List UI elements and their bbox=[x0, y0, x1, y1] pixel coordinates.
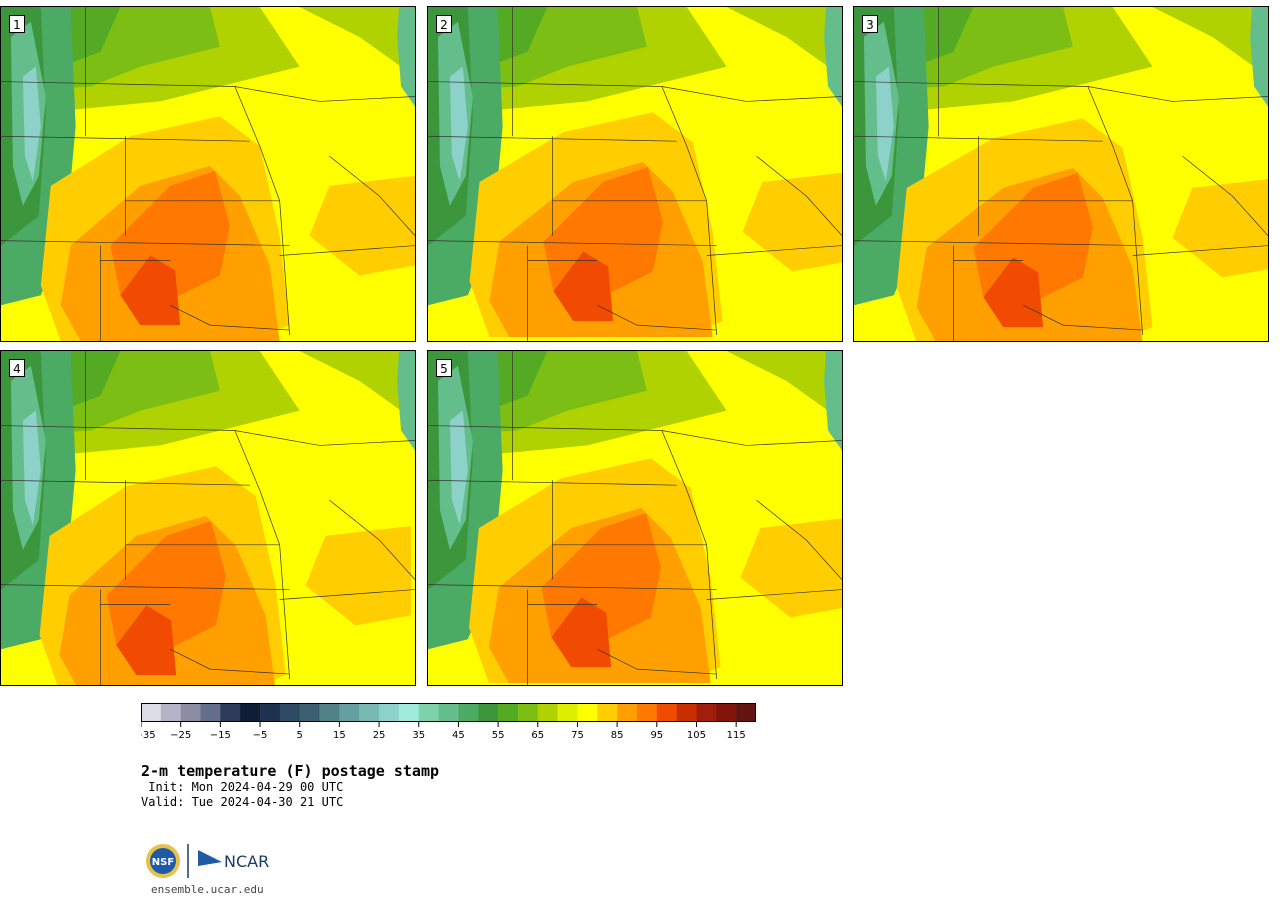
colorbar-swatch bbox=[617, 703, 638, 722]
colorbar-swatch bbox=[478, 703, 499, 722]
temperature-map bbox=[1, 7, 415, 341]
colorbar-swatch bbox=[557, 703, 578, 722]
plot-title: 2-m temperature (F) postage stamp bbox=[141, 762, 440, 780]
colorbar-swatch bbox=[220, 703, 241, 722]
nsf-logo-icon: NSF bbox=[146, 844, 180, 878]
colorbar-swatch bbox=[180, 703, 201, 722]
colorbar-swatch bbox=[319, 703, 340, 722]
colorbar-swatch bbox=[200, 703, 221, 722]
colorbar-swatch bbox=[498, 703, 519, 722]
temperature-map bbox=[854, 7, 1268, 341]
sponsor-logos: NSF NCAR bbox=[146, 844, 269, 878]
colorbar-swatch bbox=[339, 703, 360, 722]
colorbar-swatch bbox=[141, 703, 162, 722]
colorbar-swatch bbox=[438, 703, 459, 722]
colorbar-tick-label: 25 bbox=[373, 730, 386, 741]
colorbar-swatch bbox=[696, 703, 717, 722]
panel-number: 5 bbox=[436, 359, 452, 377]
temperature-map bbox=[1, 351, 415, 685]
colorbar-tick-label: −35 bbox=[141, 730, 156, 741]
colorbar-swatch bbox=[458, 703, 479, 722]
colorbar-swatch bbox=[656, 703, 677, 722]
ncar-logo-icon: NCAR bbox=[198, 850, 269, 871]
temperature-map bbox=[428, 7, 842, 341]
panel-number: 2 bbox=[436, 15, 452, 33]
colorbar-tick-label: 85 bbox=[611, 730, 624, 741]
svg-text:NSF: NSF bbox=[152, 857, 174, 868]
panel-number: 3 bbox=[862, 15, 878, 33]
colorbar-swatch bbox=[240, 703, 261, 722]
colorbar-swatch bbox=[517, 703, 539, 722]
colorbar-swatch bbox=[577, 703, 598, 722]
colorbar-tick-label: 55 bbox=[492, 730, 505, 741]
colorbar-tick-label: 35 bbox=[412, 730, 425, 741]
colorbar-swatch bbox=[597, 703, 618, 722]
title-block: 2-m temperature (F) postage stamp Init: … bbox=[141, 762, 439, 810]
colorbar-tick-label: 45 bbox=[452, 730, 465, 741]
colorbar-tick-label: 65 bbox=[531, 730, 544, 741]
member-panel-3: 3 bbox=[853, 6, 1269, 342]
colorbar-swatch bbox=[716, 703, 737, 722]
colorbar-tick-label: 105 bbox=[687, 730, 706, 741]
site-url: ensemble.ucar.edu bbox=[151, 883, 264, 896]
panel-number: 4 bbox=[9, 359, 25, 377]
colorbar-tick-label: 75 bbox=[571, 730, 584, 741]
init-time: Init: Mon 2024-04-29 00 UTC bbox=[141, 780, 344, 794]
colorbar-tick-label: 95 bbox=[650, 730, 663, 741]
colorbar-swatch bbox=[299, 703, 320, 722]
member-panel-2: 2 bbox=[427, 6, 843, 342]
colorbar-swatch bbox=[160, 703, 181, 722]
valid-time: Valid: Tue 2024-04-30 21 UTC bbox=[141, 795, 344, 809]
member-panel-1: 1 bbox=[0, 6, 416, 342]
colorbar-swatch bbox=[676, 703, 697, 722]
colorbar-swatch bbox=[418, 703, 439, 722]
member-panel-5: 5 bbox=[427, 350, 843, 686]
colorbar-tick-label: 15 bbox=[333, 730, 346, 741]
colorbar-swatch bbox=[537, 703, 558, 722]
colorbar-swatch bbox=[279, 703, 301, 722]
panel-number: 1 bbox=[9, 15, 25, 33]
colorbar-tick-label: −15 bbox=[210, 730, 231, 741]
svg-text:NCAR: NCAR bbox=[224, 852, 269, 871]
colorbar-swatch bbox=[736, 703, 756, 722]
member-panel-4: 4 bbox=[0, 350, 416, 686]
colorbar-swatch bbox=[260, 703, 281, 722]
temperature-colorbar: −35 −25 −15 −5 5 15 25 35 45 55 65 75 85 95 105 115 bbox=[141, 703, 756, 741]
colorbar-tick-label: −25 bbox=[170, 730, 191, 741]
colorbar-tick-label: −5 bbox=[253, 730, 268, 741]
temperature-map bbox=[428, 351, 842, 685]
colorbar-tick-label: 5 bbox=[297, 730, 303, 741]
colorbar-swatch bbox=[359, 703, 380, 722]
colorbar-swatch bbox=[636, 703, 658, 722]
colorbar-swatch bbox=[398, 703, 420, 722]
colorbar-tick-label: 115 bbox=[727, 730, 746, 741]
colorbar-swatch bbox=[379, 703, 400, 722]
